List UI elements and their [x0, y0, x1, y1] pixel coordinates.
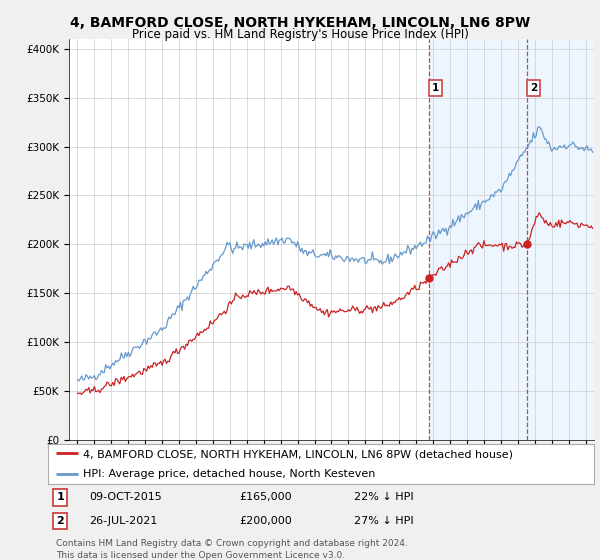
- Text: 27% ↓ HPI: 27% ↓ HPI: [354, 516, 413, 526]
- Text: Contains HM Land Registry data © Crown copyright and database right 2024.
This d: Contains HM Land Registry data © Crown c…: [56, 539, 408, 560]
- Text: 2: 2: [530, 83, 537, 93]
- Text: 1: 1: [56, 492, 64, 502]
- Text: £200,000: £200,000: [239, 516, 292, 526]
- Bar: [527, 39, 594, 440]
- Text: 22% ↓ HPI: 22% ↓ HPI: [354, 492, 413, 502]
- Text: 4, BAMFORD CLOSE, NORTH HYKEHAM, LINCOLN, LN6 8PW: 4, BAMFORD CLOSE, NORTH HYKEHAM, LINCOLN…: [70, 16, 530, 30]
- Text: Price paid vs. HM Land Registry's House Price Index (HPI): Price paid vs. HM Land Registry's House …: [131, 28, 469, 41]
- Text: 09-OCT-2015: 09-OCT-2015: [89, 492, 162, 502]
- Text: £165,000: £165,000: [239, 492, 292, 502]
- Text: 4, BAMFORD CLOSE, NORTH HYKEHAM, LINCOLN, LN6 8PW (detached house): 4, BAMFORD CLOSE, NORTH HYKEHAM, LINCOLN…: [83, 449, 514, 459]
- Text: 26-JUL-2021: 26-JUL-2021: [89, 516, 157, 526]
- Text: 1: 1: [432, 83, 439, 93]
- Bar: [429, 39, 527, 440]
- Text: 2: 2: [56, 516, 64, 526]
- Text: HPI: Average price, detached house, North Kesteven: HPI: Average price, detached house, Nort…: [83, 469, 376, 479]
